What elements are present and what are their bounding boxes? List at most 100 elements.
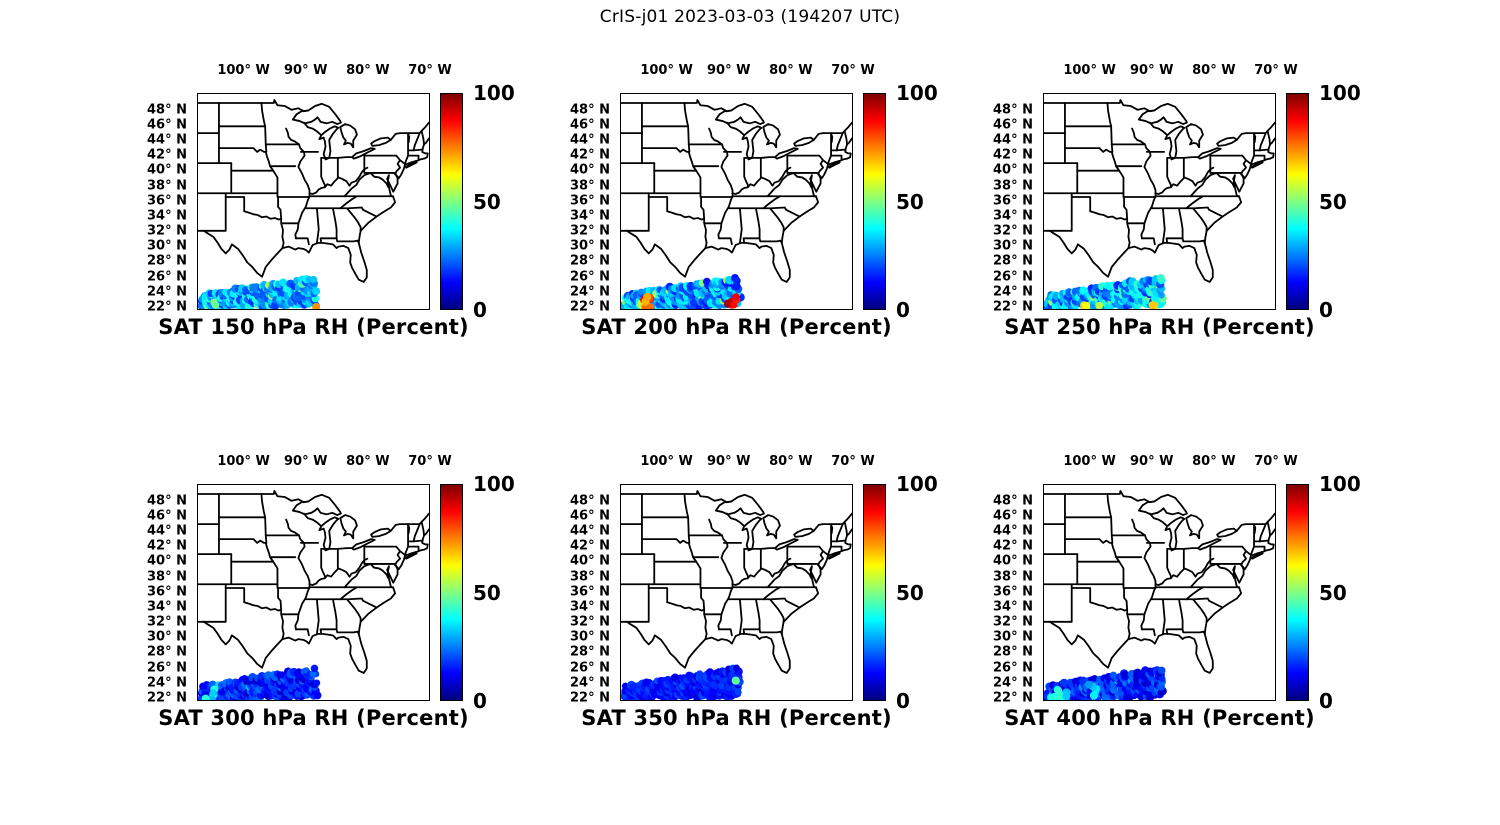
lat-tick-label: 30° N: [147, 238, 187, 254]
lat-tick-label: 36° N: [993, 193, 1033, 209]
lat-tick-label: 48° N: [993, 102, 1033, 118]
colorbar-gradient: [441, 94, 462, 309]
panel-350hpa: 48° N 46° N 44° N 42° N 40° N 38° N 36° N 34° N…: [570, 454, 938, 730]
scatter-swath: [621, 274, 745, 309]
lon-tick-label: 90° W: [283, 454, 328, 469]
colorbar: [1286, 93, 1309, 310]
lat-tick-label: 30° N: [570, 238, 610, 254]
lon-tick-label: 70° W: [1254, 454, 1298, 469]
colorbar-tick-label: 100: [473, 472, 515, 496]
lat-axis-labels: 48° N 46° N 44° N 42° N 40° N 38° N 36° N 34° N…: [987, 484, 1037, 705]
lat-tick-label: 34° N: [993, 208, 1033, 224]
lat-tick-label: 46° N: [147, 508, 187, 524]
lat-tick-label: 46° N: [147, 117, 187, 133]
lat-tick-label: 28° N: [993, 644, 1033, 660]
colorbar: [863, 484, 886, 701]
lon-tick-label: 80° W: [346, 63, 390, 78]
lat-axis-labels: 48° N 46° N 44° N 42° N 40° N 38° N 36° N 34° N…: [987, 93, 1037, 314]
colorbar-labels: 100 50 0: [473, 472, 519, 713]
lat-axis-labels: 48° N 46° N 44° N 42° N 40° N 38° N 36° N 34° N…: [141, 484, 191, 705]
lat-tick-label: 40° N: [993, 162, 1033, 178]
lat-tick-label: 26° N: [570, 269, 610, 285]
panel-200hpa: 48° N 46° N 44° N 42° N 40° N 38° N 36° N 34° N…: [570, 63, 938, 339]
lat-tick-label: 32° N: [147, 614, 187, 630]
lat-tick-label: 36° N: [147, 584, 187, 600]
lon-tick-label: 80° W: [769, 63, 813, 78]
lat-tick-label: 46° N: [993, 508, 1033, 524]
lat-tick-label: 36° N: [993, 584, 1033, 600]
panel-150hpa: 48° N 46° N 44° N 42° N 40° N 38° N 36° N 34° N…: [147, 63, 515, 339]
lat-tick-label: 46° N: [570, 117, 610, 133]
lat-tick-label: 48° N: [147, 102, 187, 118]
lat-tick-label: 44° N: [570, 132, 610, 148]
map-400hpa: [1043, 484, 1276, 701]
lat-tick-label: 44° N: [993, 523, 1033, 539]
map-250hpa: [1043, 93, 1276, 310]
lat-tick-label: 30° N: [993, 238, 1033, 254]
lat-tick-label: 44° N: [570, 523, 610, 539]
lat-tick-label: 22° N: [147, 299, 187, 315]
panel-400hpa: 48° N 46° N 44° N 42° N 40° N 38° N 36° N 34° N…: [993, 454, 1361, 730]
lat-tick-label: 22° N: [993, 690, 1033, 706]
lat-tick-label: 22° N: [147, 690, 187, 706]
colorbar-tick-label: 50: [473, 189, 501, 214]
map-300hpa: [197, 484, 430, 701]
lat-tick-label: 40° N: [570, 553, 610, 569]
lat-tick-label: 28° N: [570, 253, 610, 269]
lat-tick-label: 24° N: [570, 284, 610, 300]
lat-tick-label: 42° N: [993, 147, 1033, 163]
scatter-swath: [198, 664, 322, 700]
lon-tick-label: 70° W: [831, 454, 875, 469]
lat-tick-label: 38° N: [147, 178, 187, 194]
lat-tick-label: 38° N: [570, 569, 610, 585]
colorbar-tick-label: 100: [896, 472, 938, 496]
lon-tick-label: 80° W: [1192, 63, 1236, 78]
colorbar: [863, 93, 886, 310]
lat-tick-label: 34° N: [147, 208, 187, 224]
lat-tick-label: 26° N: [570, 660, 610, 676]
colorbar-tick-label: 0: [896, 689, 910, 713]
colorbar: [440, 484, 463, 701]
lon-tick-label: 100° W: [640, 63, 693, 78]
colorbar-tick-label: 100: [1319, 81, 1361, 105]
lon-tick-label: 90° W: [706, 454, 751, 469]
lat-tick-label: 32° N: [993, 223, 1033, 239]
lon-tick-label: 90° W: [1129, 454, 1174, 469]
lon-tick-label: 100° W: [1063, 454, 1116, 469]
lat-tick-label: 36° N: [147, 193, 187, 209]
panel-300hpa: 48° N 46° N 44° N 42° N 40° N 38° N 36° N 34° N…: [147, 454, 515, 730]
lat-tick-label: 36° N: [570, 584, 610, 600]
lat-tick-label: 40° N: [147, 553, 187, 569]
lat-tick-label: 24° N: [993, 675, 1033, 691]
map-350hpa: [620, 484, 853, 701]
lat-tick-label: 24° N: [993, 284, 1033, 300]
lat-tick-label: 42° N: [147, 538, 187, 554]
colorbar-gradient: [1287, 485, 1308, 700]
colorbar-labels: 100 50 0: [1319, 472, 1365, 713]
colorbar-tick-label: 0: [1319, 298, 1333, 322]
lon-tick-label: 70° W: [831, 63, 875, 78]
lat-tick-label: 24° N: [147, 284, 187, 300]
lat-tick-label: 28° N: [147, 253, 187, 269]
lat-tick-label: 40° N: [570, 162, 610, 178]
lat-tick-label: 38° N: [993, 569, 1033, 585]
lat-tick-label: 40° N: [993, 553, 1033, 569]
lat-tick-label: 48° N: [570, 102, 610, 118]
colorbar: [1286, 484, 1309, 701]
colorbar-labels: 100 50 0: [896, 81, 942, 322]
colorbar-gradient: [1287, 94, 1308, 309]
panel-title: SAT 150 hPa RH (Percent): [158, 315, 469, 339]
lon-tick-label: 90° W: [1129, 63, 1174, 78]
lon-tick-label: 100° W: [217, 63, 270, 78]
colorbar-tick-label: 50: [1319, 580, 1347, 605]
lat-tick-label: 32° N: [147, 223, 187, 239]
colorbar-tick-label: 100: [473, 81, 515, 105]
lon-tick-label: 70° W: [408, 454, 452, 469]
panel-title: SAT 200 hPa RH (Percent): [581, 315, 892, 339]
lat-tick-label: 22° N: [570, 299, 610, 315]
colorbar-tick-label: 100: [1319, 472, 1361, 496]
panel-250hpa: 48° N 46° N 44° N 42° N 40° N 38° N 36° N 34° N…: [993, 63, 1361, 339]
colorbar-tick-label: 0: [473, 298, 487, 322]
lat-tick-label: 38° N: [570, 178, 610, 194]
